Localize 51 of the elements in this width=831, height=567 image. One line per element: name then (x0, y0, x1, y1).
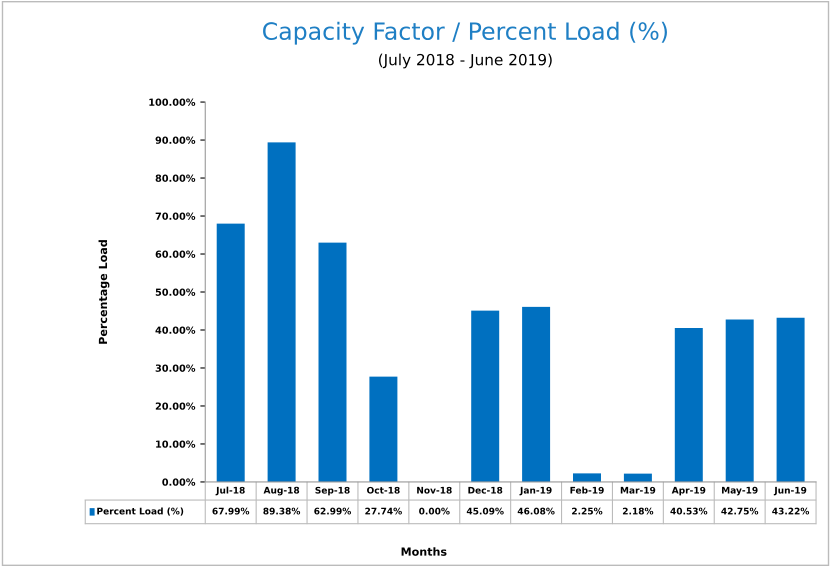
x-tick-label: May-19 (722, 486, 758, 496)
data-label: 27.74% (365, 508, 402, 515)
data-label: 0.00% (419, 508, 450, 515)
bar (624, 474, 652, 482)
bar (522, 306, 550, 482)
data-label: 62.99% (314, 508, 352, 515)
y-tick-label: 80.00% (156, 174, 196, 182)
x-tick-label: Mar-19 (620, 486, 656, 494)
bar (471, 310, 500, 482)
data-label: 67.99% (212, 508, 250, 515)
data-label: 89.38% (263, 508, 300, 515)
y-tick-label: 20.00% (156, 402, 196, 410)
y-tick-label: 100.00% (149, 98, 196, 106)
data-label: 43.22% (772, 508, 810, 515)
x-tick-label: Sep-18 (315, 486, 350, 496)
data-label: 42.75% (721, 508, 758, 515)
bar (318, 242, 346, 482)
bar (726, 320, 754, 482)
y-tick-label: 0.00% (162, 478, 196, 486)
data-label: 40.53% (670, 508, 708, 515)
bar (268, 142, 296, 482)
bar (776, 318, 805, 482)
x-tick-label: Jul-18 (216, 486, 245, 496)
data-label: 2.18% (622, 508, 654, 515)
y-tick-label: 50.00% (156, 288, 196, 296)
bar (573, 473, 601, 482)
x-tick-label: Dec-18 (468, 486, 502, 494)
x-tick-label: Nov-18 (417, 486, 452, 494)
y-tick-label: 60.00% (156, 250, 196, 258)
legend-label: Percent Load (%) (97, 508, 184, 516)
x-tick-label: Feb-19 (570, 486, 604, 494)
chart-subtitle: (July 2018 - June 2019) (378, 54, 552, 68)
chart-title: Capacity Factor / Percent Load (%) (263, 22, 667, 45)
bar (216, 224, 245, 482)
data-label: 2.25% (572, 508, 602, 515)
x-tick-label: Oct-18 (367, 486, 400, 494)
x-tick-label: Aug-18 (264, 486, 300, 496)
y-tick-label: 40.00% (155, 326, 196, 334)
x-axis-title: Months (402, 547, 446, 556)
data-label: 45.09% (466, 508, 504, 515)
data-label: 46.08% (518, 508, 555, 515)
x-tick-label: Jun-19 (774, 486, 806, 496)
y-axis-title: Percentage Load (98, 240, 110, 344)
y-tick-label: 30.00% (156, 364, 196, 372)
y-tick-label: 10.00% (156, 440, 196, 448)
bar (369, 376, 398, 482)
y-tick-label: 90.00% (156, 136, 196, 144)
x-tick-label: Jan-19 (520, 486, 552, 496)
y-tick-label: 70.00% (156, 212, 196, 220)
x-tick-label: Apr-19 (672, 486, 706, 496)
bar (674, 328, 703, 482)
